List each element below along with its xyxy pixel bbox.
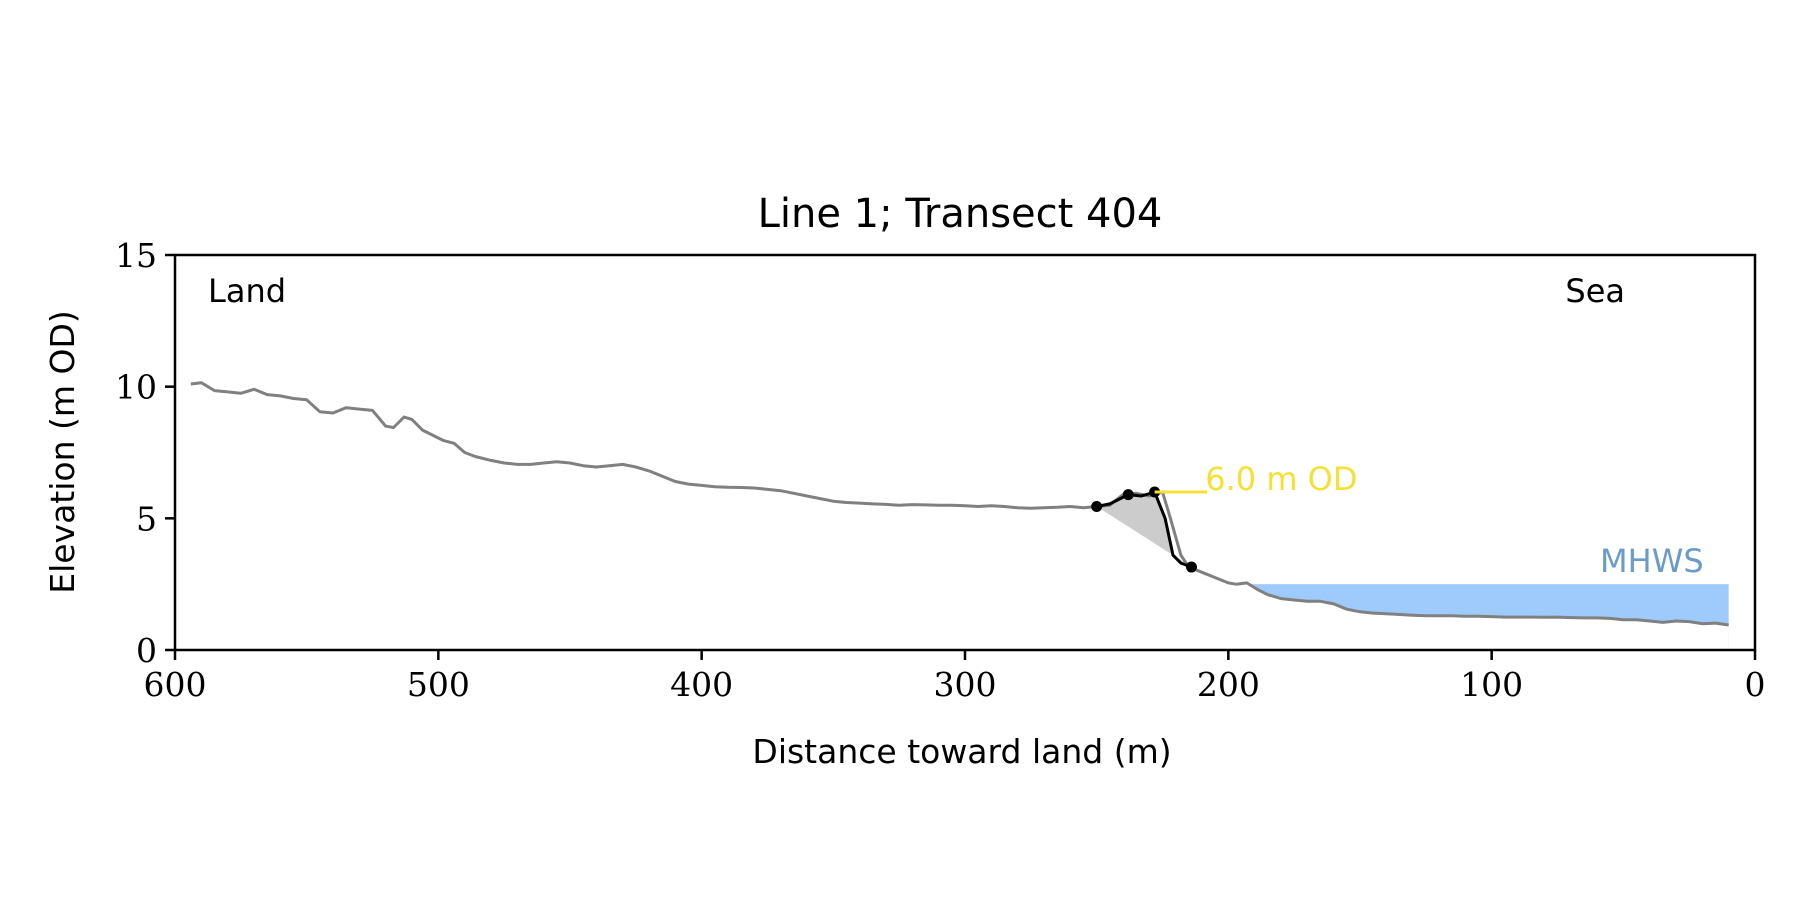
x-tick-label: 500	[407, 665, 470, 704]
x-axis-label: Distance toward land (m)	[752, 732, 1171, 771]
y-tick-label: 10	[115, 368, 157, 407]
ground-mask	[190, 382, 1729, 649]
y-axis-label: Elevation (m OD)	[43, 310, 82, 594]
land-label: Land	[208, 272, 286, 310]
y-tick-label: 15	[115, 236, 157, 275]
y-tick-label: 0	[136, 631, 157, 670]
x-tick-label: 400	[670, 665, 733, 704]
x-tick-label: 300	[934, 665, 997, 704]
y-axis: 0 5 10 15	[115, 236, 175, 670]
profile-line	[190, 381, 1729, 627]
threshold-label: 6.0 m OD	[1205, 460, 1357, 498]
sea-label: Sea	[1565, 272, 1625, 310]
x-tick-label: 200	[1197, 665, 1260, 704]
cliff-fill	[1096, 492, 1192, 567]
cliff-marker	[1122, 489, 1134, 501]
x-tick-label: 600	[144, 665, 207, 704]
x-tick-label: 0	[1745, 665, 1766, 704]
cliff-marker	[1091, 500, 1103, 512]
chart-title: Line 1; Transect 404	[758, 191, 1163, 237]
cliff-marker	[1185, 561, 1197, 573]
x-axis: 600 500 400 300 200 100 0	[144, 650, 1766, 704]
plot-area: 6.0 m OD MHWS	[190, 381, 1729, 650]
x-tick-label: 100	[1460, 665, 1523, 704]
y-tick-label: 5	[136, 499, 157, 538]
mhws-label: MHWS	[1600, 542, 1704, 580]
